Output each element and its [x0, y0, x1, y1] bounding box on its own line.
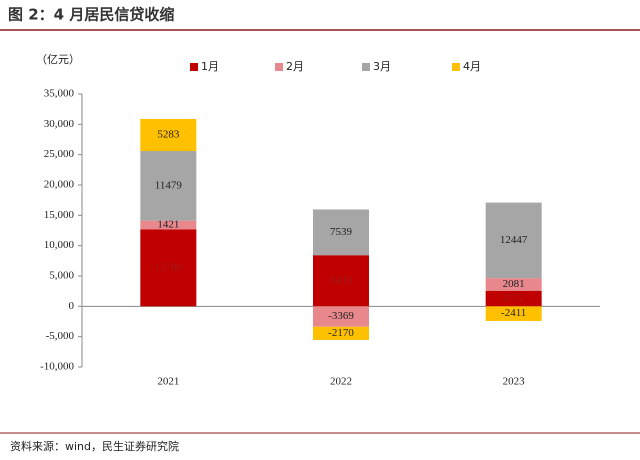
- unit-label: （亿元）: [36, 53, 80, 66]
- source: 资料来源：wind，民生证券研究院: [10, 439, 179, 453]
- legend-swatch: [190, 63, 198, 71]
- x-tick-label: 2022: [330, 376, 352, 388]
- value-label: 8430: [330, 274, 353, 286]
- legend-swatch: [275, 63, 283, 71]
- legend-label: 4月: [463, 60, 481, 73]
- y-tick-label: 5,000: [49, 270, 74, 282]
- bar-segment: [313, 209, 369, 256]
- legend-swatch: [452, 63, 460, 71]
- x-tick-label: 2021: [157, 376, 179, 388]
- bar-segment: [140, 220, 197, 230]
- value-label: 11479: [155, 179, 183, 191]
- y-tick-label: 0: [69, 300, 75, 312]
- bar-segment: [313, 326, 369, 340]
- chart-title: 图 2：4 月居民信贷收缩: [8, 6, 174, 24]
- value-label: -2170: [328, 327, 354, 339]
- legend-swatch: [362, 63, 370, 71]
- y-tick-label: 30,000: [44, 118, 75, 130]
- bar-segment: [485, 306, 542, 321]
- bar-segment: [313, 255, 369, 307]
- value-label: 12700: [155, 261, 183, 273]
- value-label: -3369: [328, 310, 354, 322]
- y-tick-label: -5,000: [46, 330, 75, 342]
- y-tick-label: -10,000: [40, 361, 74, 373]
- y-tick-label: 35,000: [44, 88, 75, 100]
- value-label: 1421: [157, 219, 179, 231]
- bar-segment: [313, 306, 369, 327]
- y-tick-label: 10,000: [44, 239, 75, 251]
- bar-segment: [140, 229, 197, 307]
- legend-label: 1月: [201, 60, 219, 73]
- bar-segment: [485, 202, 542, 279]
- value-label: 5283: [157, 129, 180, 141]
- bar-segment: [140, 151, 197, 221]
- value-label: 7539: [330, 226, 353, 238]
- value-label: 12447: [500, 234, 528, 246]
- legend-label: 2月: [286, 60, 304, 73]
- legend-label: 3月: [373, 60, 391, 73]
- x-tick-label: 2023: [503, 376, 526, 388]
- y-tick-label: 25,000: [44, 148, 75, 160]
- bar-segment: [140, 118, 197, 152]
- value-label: 2572: [503, 292, 525, 304]
- value-label: -2411: [501, 307, 526, 319]
- y-tick-label: 15,000: [44, 209, 75, 221]
- bar-segment: [485, 290, 542, 307]
- y-tick-label: 20,000: [44, 179, 75, 191]
- value-label: 2081: [503, 278, 525, 290]
- bar-segment: [485, 278, 542, 291]
